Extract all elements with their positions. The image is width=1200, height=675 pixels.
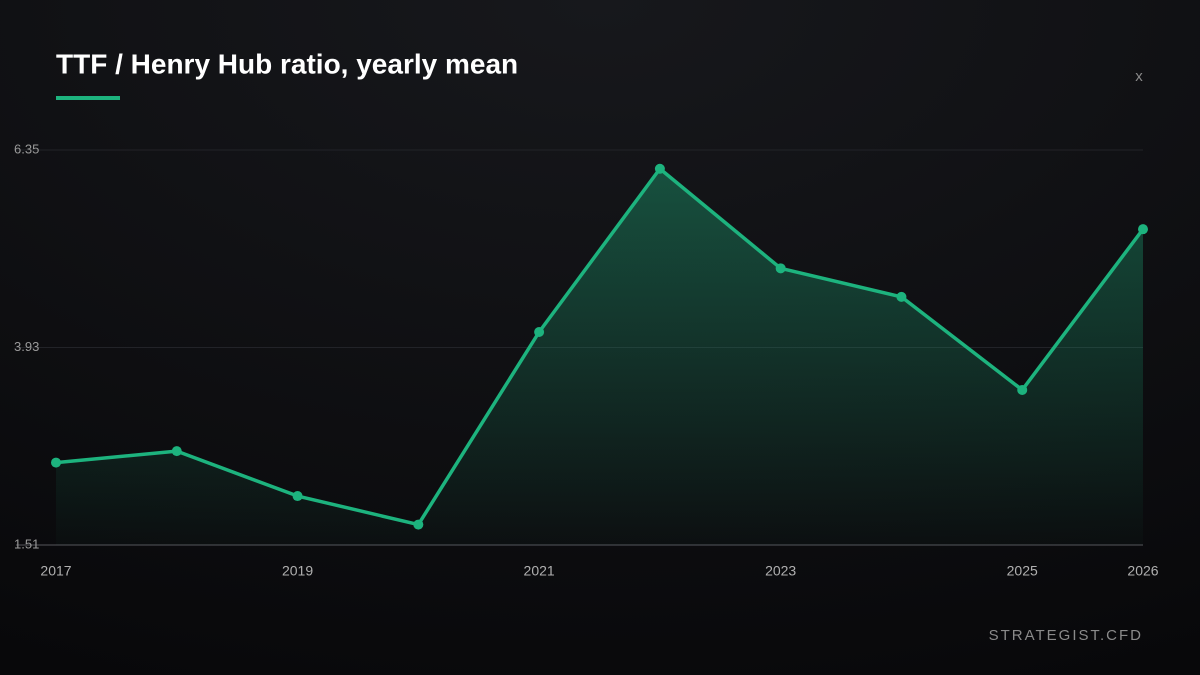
footer-brand: STRATEGIST.CFD [989,627,1143,644]
x-tick-label: 2017 [40,563,71,579]
x-tick-label: 2025 [1007,563,1038,579]
chart-title: TTF / Henry Hub ratio, yearly mean [56,48,518,79]
y-tick-label: 3.93 [14,339,39,354]
title-underline [56,96,120,100]
data-point [413,519,424,530]
area-fill [56,168,1143,545]
data-point [171,446,182,457]
line [55,167,1145,527]
y-tick-label: 6.35 [14,141,39,156]
data-point [1138,224,1148,235]
data-point [775,263,786,274]
data-point [51,457,61,468]
y-tick-label: 1.51 [14,536,39,551]
x-tick-label: 2026 [1127,563,1158,579]
data-point [896,291,907,302]
data-point [292,491,303,502]
x-tick-label: 2021 [524,563,555,579]
data-point [654,163,665,174]
data-point [1017,384,1028,395]
close-button[interactable]: x [1135,68,1143,85]
x-tick-label: 2023 [765,563,796,579]
data-point [534,326,545,337]
x-tick-label: 2019 [282,563,313,579]
